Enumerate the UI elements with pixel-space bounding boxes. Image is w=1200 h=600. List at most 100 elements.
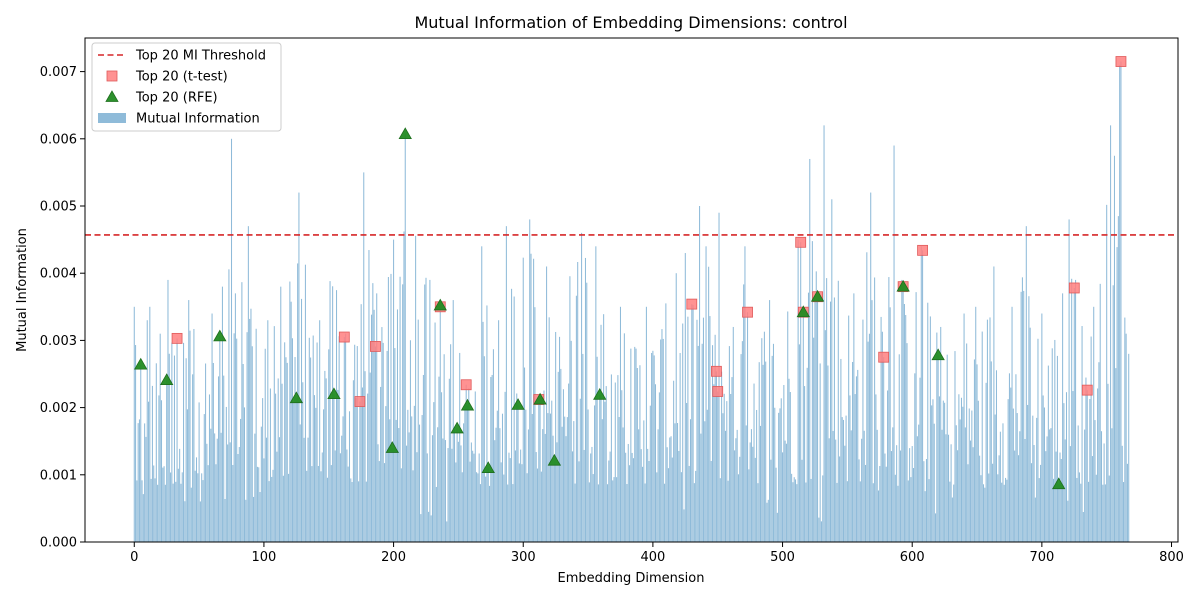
mi-bar — [801, 459, 803, 542]
legend-mi-label: Mutual Information — [136, 112, 260, 127]
mi-bar — [997, 474, 999, 542]
ttest-marker — [460, 379, 472, 391]
mi-bar — [1073, 287, 1075, 542]
mi-bar — [465, 384, 467, 542]
mi-bar — [675, 273, 677, 542]
mi-bar — [728, 346, 730, 542]
mi-bar — [1097, 388, 1099, 542]
mi-bar — [890, 451, 892, 542]
mi-bar — [642, 466, 644, 542]
mi-bar — [909, 448, 911, 542]
mi-bar — [367, 393, 369, 542]
mi-bar — [701, 343, 703, 542]
mi-bar — [770, 459, 772, 542]
mi-bar — [973, 359, 975, 542]
mi-bar — [298, 192, 300, 542]
mi-bar — [718, 212, 720, 542]
mi-bar — [334, 450, 336, 542]
mi-bar — [1120, 61, 1122, 543]
mi-bar — [1056, 355, 1058, 542]
mi-bar — [736, 429, 738, 542]
mi-bar — [920, 246, 922, 542]
mi-bar — [833, 297, 835, 542]
x-tick-label: 0 — [130, 550, 138, 565]
mi-bar — [605, 386, 607, 542]
mi-bar — [953, 484, 955, 542]
mi-bar — [359, 401, 361, 542]
mi-bar — [614, 382, 616, 542]
mi-bar — [848, 315, 850, 542]
mi-bar — [456, 428, 458, 542]
mi-bar — [444, 440, 446, 542]
mi-bar — [823, 125, 825, 543]
mi-bar — [538, 399, 540, 542]
mi-bar — [485, 476, 487, 542]
mi-bar — [408, 432, 410, 542]
rfe-marker — [398, 127, 412, 140]
mi-bar — [424, 284, 426, 542]
mi-bar — [988, 473, 990, 542]
mi-bar — [793, 477, 795, 542]
x-tick-label: 800 — [1159, 550, 1184, 565]
mi-bar — [438, 376, 440, 542]
mi-bar — [916, 436, 918, 542]
mi-bar — [315, 407, 317, 542]
mi-bar — [470, 442, 472, 542]
mi-bar — [853, 293, 855, 542]
mi-bar — [1010, 387, 1012, 542]
mi-bar — [525, 409, 527, 542]
mi-bar — [840, 358, 842, 542]
mi-bar — [308, 337, 310, 542]
mi-bar — [804, 386, 806, 542]
mi-bar — [612, 480, 614, 542]
mi-bar — [363, 172, 365, 542]
mi-bar — [141, 480, 143, 542]
mi-bar — [893, 145, 895, 542]
mi-bar — [1099, 283, 1101, 542]
mi-bar — [815, 271, 817, 542]
mi-bar — [230, 138, 233, 543]
mi-bar — [294, 357, 296, 542]
mi-bar — [587, 409, 589, 542]
rfe-marker — [450, 421, 464, 434]
mi-bar — [412, 470, 414, 542]
mi-bar — [648, 461, 650, 542]
mi-bar — [671, 457, 673, 542]
legend-ttest-swatch — [106, 70, 118, 82]
mi-bar — [955, 425, 957, 542]
mi-bar — [513, 296, 515, 542]
mi-bar — [731, 377, 733, 542]
mi-bar — [809, 158, 811, 542]
mi-bar — [540, 471, 542, 542]
mi-bar — [350, 478, 352, 542]
mi-bar — [422, 374, 424, 542]
mi-bar — [903, 304, 905, 542]
mi-bar — [509, 458, 511, 542]
mi-bar — [1068, 219, 1070, 542]
mi-bar — [1126, 463, 1128, 542]
mi-bar — [617, 375, 619, 542]
mi-bar — [301, 298, 303, 542]
mi-bar — [875, 394, 877, 542]
ttest-marker — [878, 351, 890, 363]
mi-bar — [168, 353, 170, 542]
mi-bar — [259, 492, 261, 542]
mi-bar — [1014, 450, 1016, 542]
mi-bar — [1005, 477, 1007, 542]
mi-bar — [499, 428, 501, 542]
rfe-marker — [796, 305, 810, 318]
mi-bar — [212, 362, 214, 542]
mi-bar — [579, 398, 581, 542]
mi-bar — [839, 456, 841, 542]
mi-bar — [1084, 429, 1086, 542]
mi-bar — [291, 338, 293, 542]
mi-bar — [345, 333, 347, 542]
mi-bar — [236, 338, 238, 542]
mi-bar — [817, 296, 819, 542]
mi-bar — [689, 419, 692, 542]
legend-frame — [91, 42, 282, 132]
mi-bar — [962, 406, 964, 542]
ttest-marker — [1068, 282, 1080, 294]
mi-bar — [960, 397, 962, 542]
mi-bar — [706, 409, 708, 542]
